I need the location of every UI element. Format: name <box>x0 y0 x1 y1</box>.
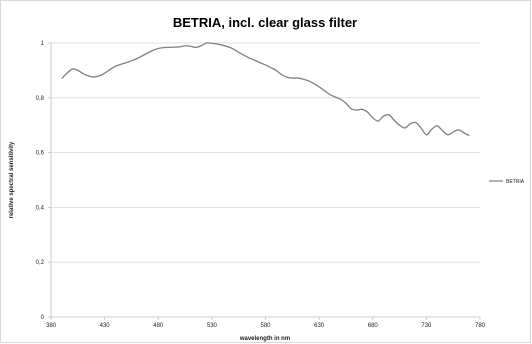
legend-label: BETRIA <box>506 179 525 185</box>
y-tick-label: 0,6 <box>36 151 45 157</box>
y-tick-label: 0 <box>41 315 45 321</box>
y-tick-labels: 0 0,2 0,4 0,6 0,8 1 <box>36 41 45 321</box>
series-line-betria <box>61 42 470 137</box>
y-tick-label: 0,4 <box>36 205 45 211</box>
axes <box>48 42 481 320</box>
x-tick-label: 630 <box>314 323 325 329</box>
y-tick-label: 1 <box>41 41 45 47</box>
x-tick-label: 780 <box>475 323 486 329</box>
x-tick-labels: 380 430 480 530 580 630 680 730 780 <box>46 323 486 329</box>
x-tick-label: 680 <box>368 323 379 329</box>
x-tick-label: 430 <box>100 323 111 329</box>
x-tick-label: 580 <box>260 323 271 329</box>
x-tick-label: 530 <box>207 323 218 329</box>
x-tick-label: 730 <box>421 323 432 329</box>
x-axis-label: wavelength in nm <box>239 336 290 342</box>
y-tick-label: 0,2 <box>36 260 45 266</box>
gridlines <box>51 42 480 263</box>
y-axis-label: relative spectral sensitivity <box>9 141 15 218</box>
legend: BETRIA <box>489 179 525 185</box>
y-tick-label: 0,8 <box>36 96 45 102</box>
chart-title: BETRIA, incl. clear glass filter <box>173 15 357 30</box>
x-tick-label: 480 <box>153 323 164 329</box>
x-tick-label: 380 <box>46 323 57 329</box>
series-group <box>61 42 470 137</box>
